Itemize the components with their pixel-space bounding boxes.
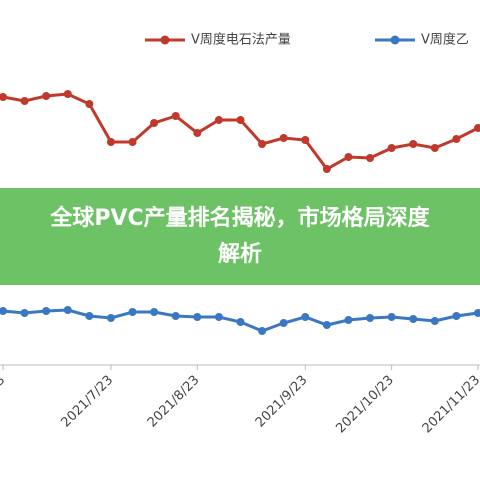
- point: [430, 144, 439, 152]
- point: [85, 312, 94, 320]
- point: [193, 129, 202, 137]
- point: [366, 154, 375, 162]
- point: [20, 309, 29, 317]
- point: [322, 321, 331, 329]
- x-tick-label: 2021/8/23: [145, 373, 203, 431]
- point: [452, 312, 461, 320]
- legend-label: V周度乙: [421, 32, 469, 48]
- point: [171, 112, 180, 120]
- x-tick-label: 2021/11/23: [420, 373, 480, 437]
- point: [128, 308, 137, 316]
- x-tick-label: 2021/10/23: [333, 373, 397, 437]
- point: [301, 136, 310, 144]
- x-tick-label: 2021/6/23: [0, 373, 8, 431]
- point: [474, 124, 480, 132]
- legend-marker: [390, 35, 400, 45]
- point: [258, 140, 267, 148]
- point: [150, 119, 159, 127]
- point: [106, 314, 115, 322]
- legend-marker: [160, 35, 170, 45]
- point: [279, 319, 288, 327]
- point: [344, 153, 353, 161]
- point: [150, 308, 159, 316]
- point: [387, 313, 396, 321]
- point: [85, 100, 94, 108]
- point: [409, 315, 418, 323]
- point: [474, 309, 480, 317]
- point: [301, 313, 310, 321]
- point: [42, 92, 51, 100]
- point: [214, 313, 223, 321]
- point: [106, 138, 115, 146]
- point: [236, 116, 245, 124]
- point: [63, 90, 72, 98]
- point: [236, 318, 245, 326]
- x-tick-label: 2021/7/23: [59, 373, 117, 431]
- point: [279, 134, 288, 142]
- point: [366, 314, 375, 322]
- point: [430, 317, 439, 325]
- point: [322, 165, 331, 173]
- point: [409, 140, 418, 148]
- point: [387, 144, 396, 152]
- point: [0, 307, 7, 315]
- point: [0, 93, 7, 101]
- point: [452, 135, 461, 143]
- point: [214, 116, 223, 124]
- point: [193, 313, 202, 321]
- point: [128, 138, 137, 146]
- point: [20, 97, 29, 105]
- series-line: [2, 92, 479, 171]
- point: [344, 316, 353, 324]
- x-tick-label: 2021/9/23: [253, 373, 311, 431]
- banner: 全球PVC产量排名揭秘，市场格局深度解析: [0, 188, 480, 285]
- banner-title: 全球PVC产量排名揭秘，市场格局深度解析: [50, 205, 430, 267]
- point: [258, 327, 267, 335]
- legend-label: V周度电石法产量: [191, 32, 291, 48]
- point: [63, 306, 72, 314]
- point: [42, 307, 51, 315]
- point: [171, 312, 180, 320]
